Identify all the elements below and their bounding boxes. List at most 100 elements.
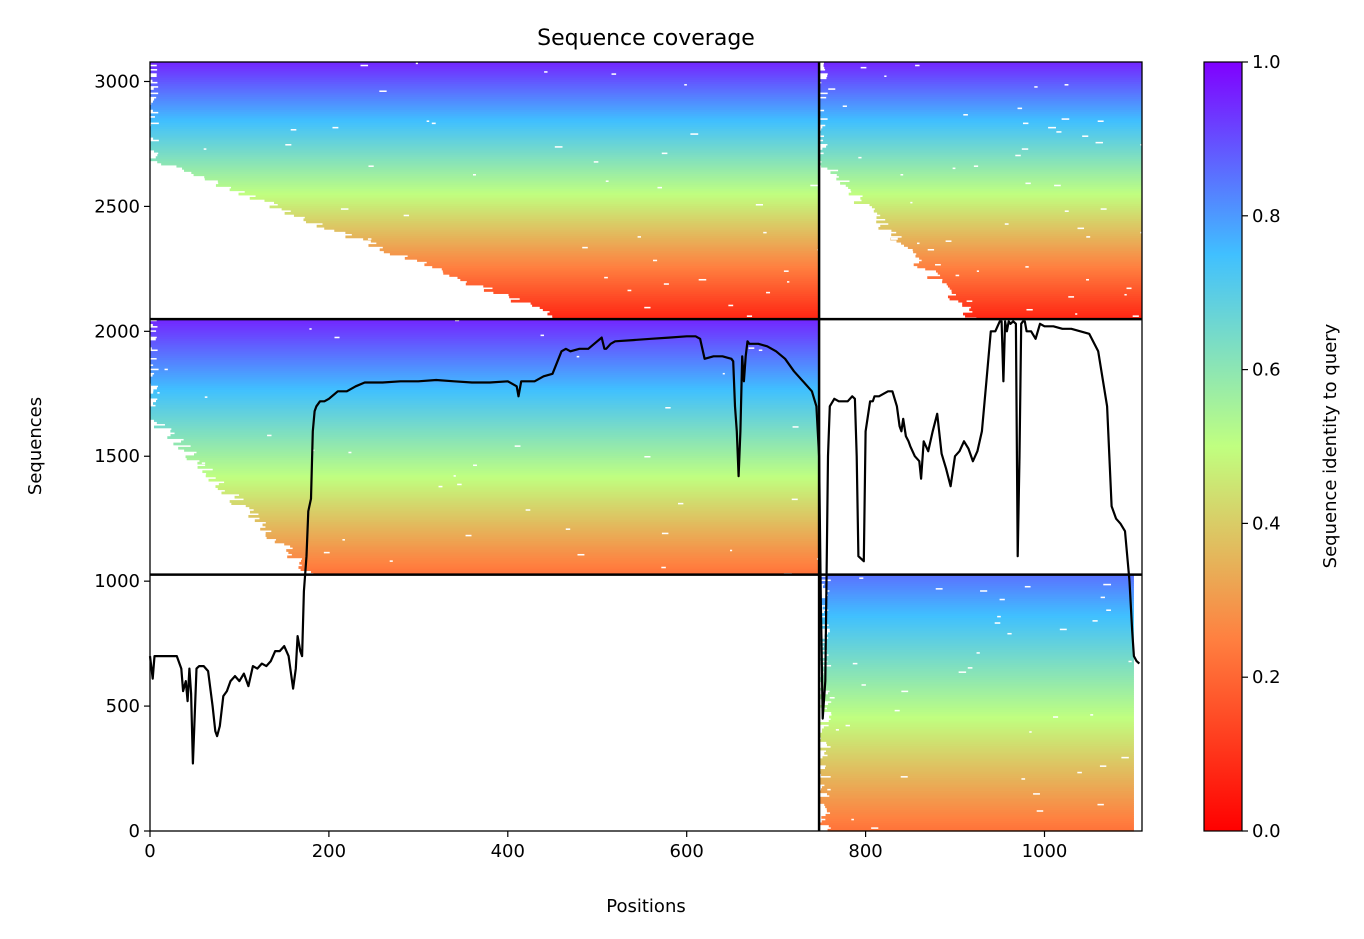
heat-row [170,429,820,433]
heat-row [301,559,820,563]
heat-row [199,459,820,463]
heat-row [896,231,1142,234]
x-tick-label: 1000 [1022,841,1068,862]
heat-gap [766,291,771,294]
heat-gap [334,336,340,339]
heat-row [888,222,1142,226]
heat-row [276,538,820,542]
heat-gap [958,670,967,673]
heat-row [150,132,820,136]
plot-frame [149,61,1143,832]
heat-gap [952,166,956,170]
heat-row [215,485,820,488]
heat-row [153,363,820,367]
heat-gap [473,463,477,467]
heat-gap [342,538,345,541]
heat-row [819,149,1142,153]
heat-row [891,229,1142,232]
heat-gap [1124,293,1127,296]
heat-row [940,274,1142,277]
heat-row [877,211,1142,215]
heat-row [821,160,1142,164]
heat-row [150,89,820,93]
heat-gap [871,826,879,829]
heat-gap [544,70,548,73]
heat-gap [1025,181,1031,185]
y-tick-label: 1000 [94,571,140,592]
heat-row [819,781,1134,785]
heat-gap [1024,585,1031,588]
heat-row [164,423,820,427]
heat-gap [1054,184,1061,187]
heat-row [822,147,1142,151]
heat-row [153,402,820,405]
heat-gap [1106,608,1111,611]
heat-row [441,267,820,271]
heat-gap [1025,265,1029,268]
heat-row [549,310,820,314]
heat-row [925,267,1142,271]
heat-row [819,762,1134,766]
heat-row [819,790,1134,794]
heat-row [173,442,820,446]
heat-row [826,809,1134,813]
heat-row [185,455,820,459]
heat-row [827,74,1142,78]
heat-row [157,160,820,164]
heat-row [965,314,1142,318]
heat-gap [792,425,799,428]
heat-row [150,143,820,147]
heat-gap [577,553,585,556]
heat-row [368,244,820,247]
heat-row [153,136,820,140]
heat-row [231,186,820,189]
heat-row [224,489,820,493]
heat-row [827,649,1134,653]
heat-row [822,681,1134,685]
heat-row [873,209,1142,213]
heat-row [286,549,820,552]
heat-row [221,491,820,495]
heat-row [176,164,820,168]
heat-row [290,209,820,213]
heat-gap [285,143,292,146]
heat-row [819,141,1142,145]
heat-row [819,87,1142,91]
heat-gap [698,278,707,281]
heat-row [836,177,1142,181]
heat-row [150,393,820,397]
heat-gap [1095,141,1103,144]
heat-row [150,327,820,331]
heat-row [171,427,820,431]
heat-row [819,801,1134,804]
heat-row [962,304,1142,307]
heat-row [819,104,1142,108]
heat-row [158,85,820,89]
heat-gap [1034,85,1038,88]
heat-row [150,344,820,348]
heat-gap [1077,771,1082,774]
heat-row [204,175,820,179]
heat-row [819,156,1142,160]
heat-row [826,743,1134,747]
heat-row [191,171,820,175]
heat-row [828,715,1134,719]
heat-row [819,796,1134,800]
heat-row [174,431,820,435]
heat-row [197,461,820,465]
heat-gap [627,289,632,292]
heat-gap [309,327,312,330]
heat-row [157,68,820,72]
heat-row [962,301,1142,305]
heat-row [851,190,1142,194]
colorbar-tick-label: 0.0 [1252,821,1281,842]
heat-row [510,299,820,303]
heat-row [150,395,820,399]
heat-row [819,621,1134,625]
heat-row [828,702,1134,706]
heat-row [158,121,820,125]
heat-row [158,111,820,115]
heat-row [184,169,820,172]
heat-row [819,162,1142,166]
heat-row [292,546,820,550]
